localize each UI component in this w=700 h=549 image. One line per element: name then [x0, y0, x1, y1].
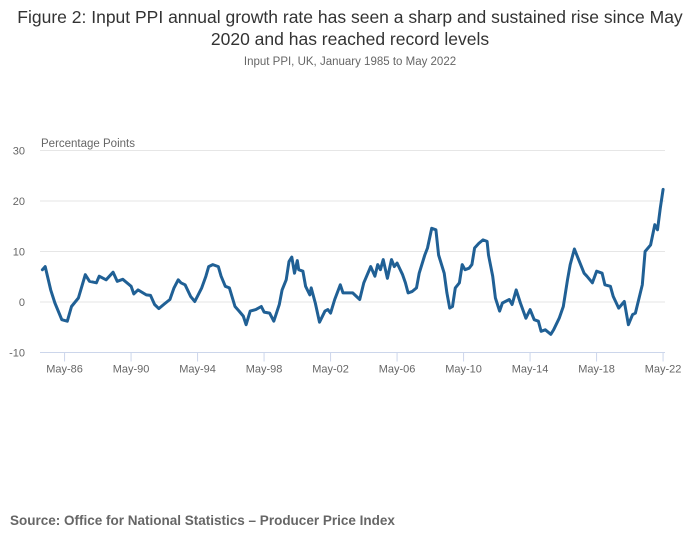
x-tick-label: May-22	[645, 364, 682, 376]
x-tick-label: May-14	[512, 364, 549, 376]
y-tick-label: 10	[13, 247, 25, 259]
y-tick-label: 30	[13, 146, 25, 158]
series-line	[40, 187, 665, 336]
x-tick-label: May-18	[578, 364, 615, 376]
x-tick-label: May-02	[312, 364, 349, 376]
x-tick-label: May-94	[179, 364, 216, 376]
x-tick-label: May-98	[246, 364, 283, 376]
chart-title: Figure 2: Input PPI annual growth rate h…	[17, 7, 683, 49]
x-tick-label: May-06	[379, 364, 416, 376]
gridlines	[40, 150, 665, 303]
x-tick-label: May-10	[445, 364, 482, 376]
y-axis-label: Percentage Points	[41, 138, 135, 150]
x-tick-label: May-86	[46, 364, 83, 376]
chart-subtitle: Input PPI, UK, January 1985 to May 2022	[243, 56, 457, 68]
source-note: Source: Office for National Statistics –…	[10, 513, 395, 528]
y-tick-label: 0	[19, 297, 25, 309]
y-axis-ticks: 30 20 10 0 -10	[9, 146, 25, 360]
x-tick-label: May-90	[113, 364, 150, 376]
y-tick-label: -10	[9, 348, 25, 360]
y-tick-label: 20	[13, 196, 25, 208]
x-axis: May-86 May-90 May-94 May-98 May-02 May-06 May-…	[40, 352, 682, 376]
